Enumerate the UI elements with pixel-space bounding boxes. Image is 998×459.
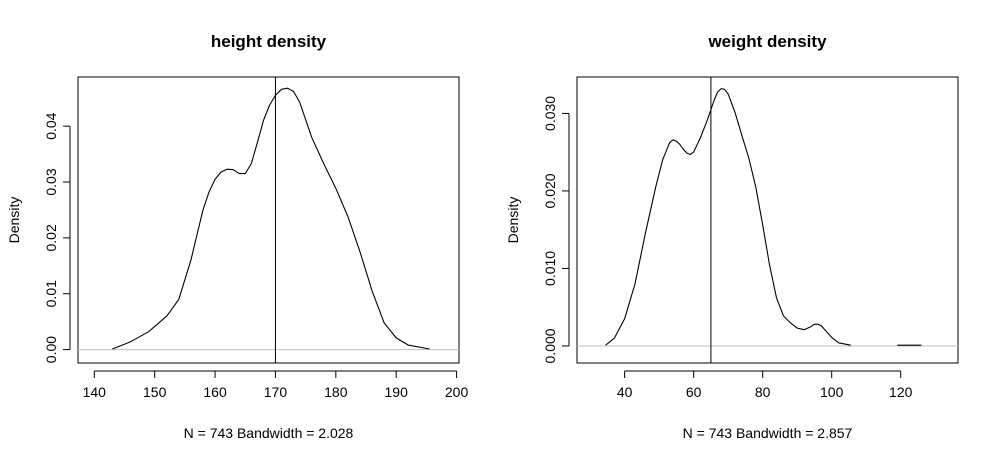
x-tick-label: 200 xyxy=(445,384,469,400)
x-tick-label: 170 xyxy=(264,384,288,400)
y-axis-label: Density xyxy=(505,197,521,244)
x-tick-label: 100 xyxy=(820,384,844,400)
x-tick-label: 190 xyxy=(385,384,409,400)
y-tick-label: 0.01 xyxy=(43,280,59,307)
plot-frame xyxy=(77,76,460,364)
y-tick-label: 0.04 xyxy=(43,112,59,139)
x-tick-label: 160 xyxy=(203,384,227,400)
chart-panel-2: weight density 40 60 80 100 120 0.000 0.010 0.02… xyxy=(505,32,959,441)
density-curve-1 xyxy=(112,87,430,350)
x-tick-label: 150 xyxy=(143,384,167,400)
x-tick-label: 140 xyxy=(83,384,107,400)
y-axis: 0.000 0.010 0.020 0.030 xyxy=(542,96,570,363)
density-curve-1 xyxy=(605,88,851,346)
x-tick-label: 180 xyxy=(324,384,348,400)
y-tick-label: 0.03 xyxy=(43,168,59,195)
chart-title: weight density xyxy=(707,32,827,51)
plot-frame xyxy=(576,76,959,364)
y-axis-label: Density xyxy=(6,197,22,244)
y-tick-label: 0.020 xyxy=(542,173,558,208)
y-tick-label: 0.02 xyxy=(43,224,59,251)
x-axis-label: N = 743 Bandwidth = 2.028 xyxy=(184,425,354,441)
x-axis: 40 60 80 100 120 xyxy=(617,370,913,400)
x-tick-label: 60 xyxy=(686,384,702,400)
x-axis: 140 150 160 170 180 190 200 xyxy=(83,370,469,400)
y-tick-label: 0.00 xyxy=(43,336,59,363)
x-tick-label: 80 xyxy=(755,384,771,400)
x-axis-label: N = 743 Bandwidth = 2.857 xyxy=(683,425,853,441)
chart-title: height density xyxy=(211,32,327,51)
y-tick-label: 0.030 xyxy=(542,96,558,131)
y-tick-label: 0.000 xyxy=(542,328,558,363)
y-tick-label: 0.010 xyxy=(542,251,558,286)
x-tick-label: 120 xyxy=(889,384,913,400)
y-axis: 0.00 0.01 0.02 0.03 0.04 xyxy=(43,112,71,363)
x-tick-label: 40 xyxy=(617,384,633,400)
